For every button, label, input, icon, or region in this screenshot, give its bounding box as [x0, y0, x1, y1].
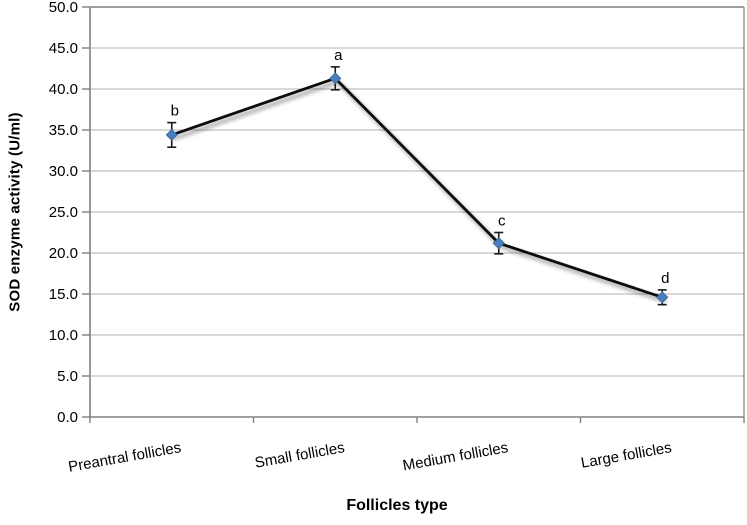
point-significance-letter: a [334, 47, 343, 64]
x-category-label: Medium follicles [401, 439, 509, 474]
y-tick-label: 20.0 [49, 245, 78, 262]
y-tick-label: 35.0 [49, 122, 78, 139]
y-tick-label: 5.0 [57, 368, 78, 385]
data-point-marker [656, 291, 669, 304]
y-tick-label: 25.0 [49, 204, 78, 221]
series-line [170, 76, 664, 299]
point-significance-letter: c [498, 213, 506, 230]
y-tick-label: 10.0 [49, 327, 78, 344]
point-significance-letter: b [171, 103, 179, 120]
data-point-marker [165, 128, 178, 141]
y-tick-label: 45.0 [49, 40, 78, 57]
y-tick-label: 40.0 [49, 81, 78, 98]
x-category-label: Preantral follicles [67, 439, 182, 476]
y-axis-title: SOD enzyme activity (U/ml) [6, 112, 24, 312]
y-tick-label: 50.0 [49, 0, 78, 16]
data-point-marker [329, 72, 342, 85]
x-axis-title: Follicles type [346, 497, 448, 514]
y-tick-label: 15.0 [49, 286, 78, 303]
y-tick-label: 0.0 [57, 409, 78, 426]
x-category-label: Small follicles [254, 439, 346, 472]
data-point-marker [492, 237, 505, 250]
point-significance-letter: d [661, 270, 669, 287]
x-category-label: Large follicles [580, 439, 673, 472]
y-tick-label: 30.0 [49, 163, 78, 180]
